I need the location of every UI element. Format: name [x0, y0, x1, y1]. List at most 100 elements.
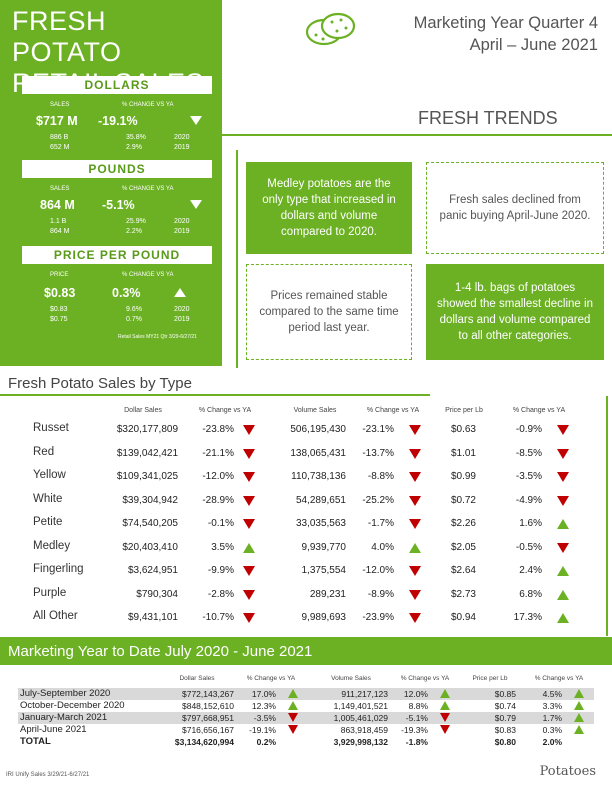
up-arrow-icon: [288, 701, 298, 710]
table-row: October-December 2020 $848,152,610 12.3% 1,…: [18, 700, 594, 712]
down-arrow-icon: [190, 116, 202, 125]
down-arrow-icon: [409, 519, 421, 529]
cell-dollars: $3,134,620,994: [174, 737, 234, 747]
down-arrow-icon: [557, 448, 569, 459]
trend-box-panic-buying: Fresh sales declined from panic buying A…: [426, 162, 604, 254]
table-row: All Other $9,431,101 -10.7% 9,989,693 -23.9%…: [0, 610, 612, 634]
cell-price: $0.72: [450, 494, 476, 506]
down-arrow-icon: [409, 495, 421, 506]
cell-dollars: $3,624,951: [127, 565, 178, 576]
up-arrow-icon: [574, 689, 584, 698]
cell-price: $2.26: [450, 518, 476, 529]
cell-price: $2.73: [450, 588, 476, 600]
table-row: Yellow $109,341,025 -12.0% 110,738,136 -8.8%…: [0, 469, 612, 493]
down-arrow-icon: [409, 613, 421, 623]
up-arrow-icon: [174, 288, 186, 297]
down-arrow-icon: [190, 200, 202, 209]
banner-pointer: [0, 320, 222, 366]
down-arrow-icon: [409, 566, 421, 576]
down-arrow-icon: [243, 566, 255, 576]
cell-v-chg: -8.9%: [367, 588, 394, 600]
cell-price: $0.79: [494, 713, 516, 723]
down-arrow-icon: [243, 495, 255, 506]
table-row: April-June 2021 $716,656,167 -19.1% 863,918…: [18, 724, 594, 736]
down-arrow-icon: [409, 448, 421, 459]
table-row: Red $139,042,421 -21.1% 138,065,431 -13.7% $1…: [0, 446, 612, 470]
col-header: Volume Sales: [293, 407, 337, 414]
cell-d-chg: 12.3%: [251, 701, 276, 711]
cell-price: $0.85: [494, 689, 516, 699]
cell-dollars: $790,304: [136, 588, 178, 600]
ytd-title: Marketing Year to Date July 2020 - June …: [8, 643, 313, 660]
up-arrow-icon: [243, 542, 255, 553]
fresh-trends-title: FRESH TRENDS: [418, 108, 558, 128]
cell-d-chg: -21.1%: [202, 447, 234, 459]
down-arrow-icon: [557, 472, 569, 482]
down-arrow-icon: [243, 448, 255, 459]
col-header: % Change vs YA: [198, 407, 252, 414]
col-header: Dollar Sales: [124, 407, 162, 414]
cell-price: $0.80: [494, 737, 516, 747]
row-label: Fingerling: [33, 563, 84, 575]
price-heading: PRICE PER POUND: [22, 246, 212, 264]
summary-banner: FRESH POTATO RETAIL SALES: [0, 0, 222, 366]
row-label: TOTAL: [20, 736, 51, 747]
up-arrow-icon: [409, 542, 421, 553]
cell-v-chg: -5.1%: [405, 713, 428, 723]
cell-d-chg: -0.1%: [207, 518, 234, 529]
col-header: % Change vs YA: [512, 407, 566, 414]
cell-p-chg: 3.3%: [542, 701, 562, 711]
cell-dollars: $320,177,809: [116, 424, 178, 435]
cell-volume: 1,149,401,521: [333, 701, 388, 711]
cell-v-chg: 8.8%: [408, 701, 428, 711]
cell-d-chg: -3.5%: [253, 713, 276, 723]
up-arrow-icon: [574, 725, 584, 734]
cell-d-chg: -2.8%: [207, 588, 234, 600]
cell-dollars: $74,540,205: [122, 518, 178, 529]
cell-d-chg: -9.9%: [207, 565, 234, 576]
col-header: % Change vs YA: [400, 675, 450, 682]
table-row: Petite $74,540,205 -0.1% 33,035,563 -1.7% $2.…: [0, 516, 612, 540]
cell-p-chg: 0.3%: [542, 725, 562, 735]
down-arrow-icon: [440, 725, 450, 734]
cell-p-chg: -0.5%: [515, 541, 542, 553]
cell-volume: 110,738,136: [291, 471, 346, 482]
row-label: Petite: [33, 516, 63, 528]
cell-dollars: $9,431,101: [127, 612, 178, 623]
cell-price: $0.99: [450, 471, 476, 482]
cell-price: $0.94: [450, 612, 476, 623]
sales-by-type-title: Fresh Potato Sales by Type: [8, 375, 192, 392]
cell-volume: 3,929,998,132: [333, 737, 388, 747]
trend-box-prices: Prices remained stable compared to the s…: [246, 264, 412, 360]
dollars-stat: SALES % CHANGE VS YA $717 M -19.1% 886 B…: [22, 98, 212, 158]
up-arrow-icon: [440, 701, 450, 710]
cell-volume: 138,065,431: [290, 447, 346, 459]
cell-volume: 1,005,461,029: [333, 713, 388, 723]
row-label: Medley: [33, 539, 71, 552]
cell-d-chg: -12.0%: [202, 471, 234, 482]
potatoes-icon: [305, 12, 356, 46]
cell-p-chg: 17.3%: [513, 612, 542, 623]
cell-price: $0.83: [494, 725, 516, 735]
cell-volume: 506,195,430: [290, 424, 346, 435]
down-arrow-icon: [243, 425, 255, 435]
down-arrow-icon: [243, 472, 255, 482]
cell-v-chg: 4.0%: [371, 541, 394, 553]
cell-d-chg: -19.1%: [249, 725, 276, 735]
cell-price: $2.64: [450, 565, 476, 576]
cell-d-chg: 0.2%: [256, 737, 276, 747]
pounds-heading: POUNDS: [22, 160, 212, 178]
banner-source: Retail Sales MY21 Qtr 3/29-6/27/21: [118, 334, 197, 340]
row-label: October-December 2020: [20, 700, 125, 711]
cell-volume: 9,989,693: [301, 612, 347, 623]
up-arrow-icon: [440, 689, 450, 698]
cell-volume: 863,918,459: [340, 725, 388, 735]
up-arrow-icon: [557, 566, 569, 576]
cell-v-chg: -8.8%: [367, 471, 394, 482]
down-arrow-icon: [409, 589, 421, 600]
trend-box-bags: 1-4 lb. bags of potatoes showed the smal…: [426, 264, 604, 360]
cell-volume: 1,375,554: [301, 565, 347, 576]
cell-price: $2.05: [450, 541, 476, 553]
row-label: Russet: [33, 422, 69, 434]
down-arrow-icon: [288, 713, 298, 722]
